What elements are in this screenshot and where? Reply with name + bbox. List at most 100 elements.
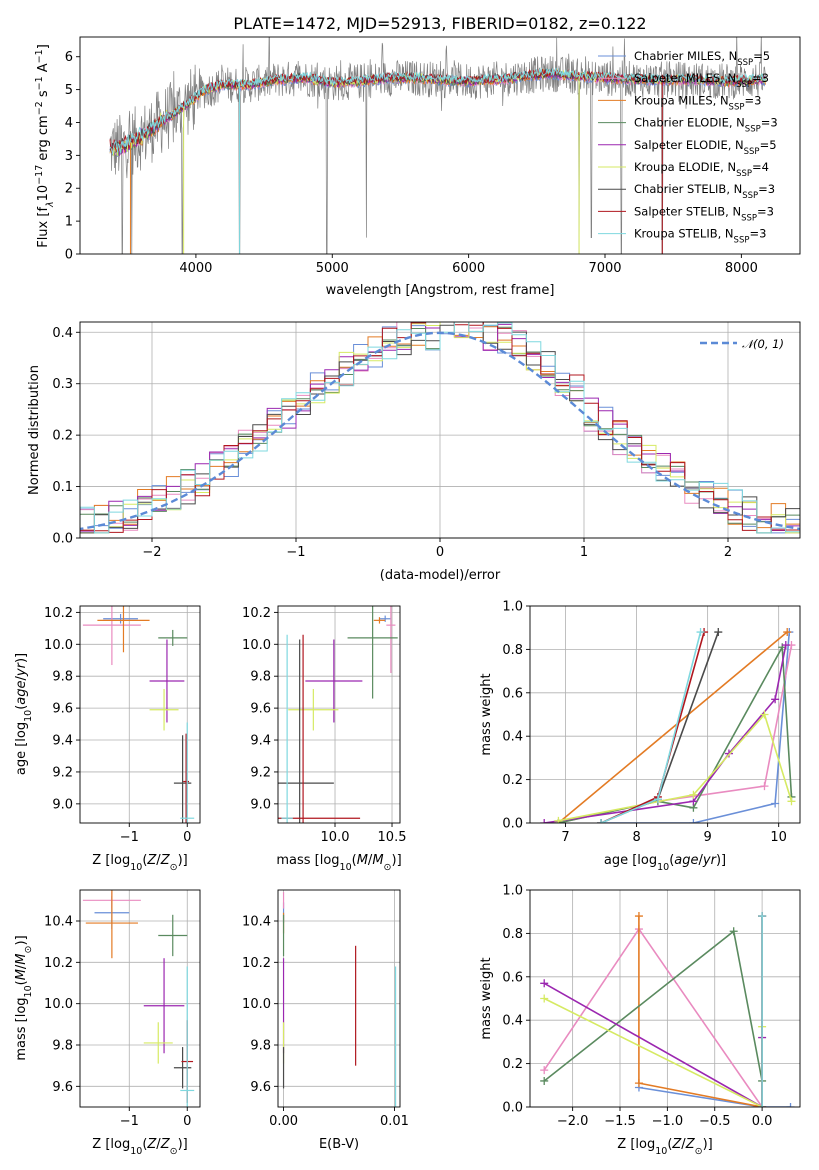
label-part: Z [log [92, 1137, 130, 1152]
y-tick-label: 4 [65, 116, 73, 131]
label-part: )] [178, 1137, 188, 1152]
y-tick-label: 10.2 [242, 606, 271, 621]
y-axis-label: Normed distribution [27, 365, 42, 495]
label-part: )] [14, 935, 29, 945]
weight-marker [781, 641, 790, 650]
mass-vs-ebv-plot: 0.00 0.01 9.6 9.8 10.0 10.2 10.4 E(B-V) [242, 889, 409, 1152]
weight-line [557, 631, 788, 823]
axes-frame [529, 889, 801, 1108]
label-part: ( [142, 853, 147, 868]
label-part: / [681, 1137, 686, 1152]
x-tick-label: 6000 [452, 261, 485, 276]
label-part: age [674, 853, 698, 868]
x-tick-label: 0.01 [380, 1114, 409, 1129]
y-tick-label: 9.4 [250, 734, 271, 749]
label-part: −1 [34, 76, 45, 90]
label-part: M [357, 853, 368, 868]
label-part: mass [log [276, 853, 339, 868]
label-part: λ [45, 201, 56, 208]
weight-marker [771, 799, 780, 808]
x-tick-label: −2 [142, 545, 161, 560]
x-tick-label: −1 [120, 1114, 139, 1129]
legend-sub: SSP [745, 125, 761, 135]
label-part: ⊙ [695, 1146, 703, 1157]
x-tick-label: 1 [580, 545, 588, 560]
x-tick-label: 9 [703, 830, 711, 845]
y-tick-label: 9.8 [52, 670, 73, 685]
legend-count: =5 [760, 138, 777, 152]
x-tick-label: 0 [183, 830, 191, 845]
residual-histogram-step [80, 322, 800, 534]
label-part: ( [14, 705, 29, 710]
x-axis-label: Z [log10(Z/Z⊙)] [617, 1137, 712, 1157]
y-tick-label: 10.2 [44, 956, 73, 971]
age-vs-mass-plot: 10.0 10.5 9.0 9.2 9.4 9.6 9.8 10.0 10.2 mass [log… [242, 605, 407, 873]
x-tick-label: −1 [120, 830, 139, 845]
weight-line [558, 712, 793, 822]
label-part: s [36, 90, 51, 101]
legend-name: Salpeter ELODIE, N [634, 138, 744, 152]
legend-count: =3 [757, 204, 774, 218]
legend-entry: Kroupa STELIB, NSSP=3 [634, 227, 766, 246]
label-part: ⊙ [23, 945, 34, 953]
y-axis-label: mass [log10(M/M⊙)] [14, 935, 34, 1060]
label-part: M [372, 853, 383, 868]
label-part: ⊙ [170, 862, 178, 873]
legend-sub: SSP [744, 147, 760, 157]
axes-frame [79, 605, 201, 824]
label-part: yr [14, 661, 29, 677]
label-part: M [14, 953, 29, 964]
y-tick-label: 9.0 [52, 797, 73, 812]
y-tick-label: 10.0 [44, 638, 73, 653]
legend-sub: SSP [742, 191, 758, 201]
label-part: E(B-V) [319, 1137, 359, 1152]
y-tick-label: 0.0 [502, 817, 523, 832]
label-part: / [368, 853, 373, 868]
legend-sub: SSP [729, 102, 745, 112]
weight-line [600, 631, 705, 823]
y-tick-label: 10.4 [44, 915, 73, 930]
x-axis-label: Z [log10(Z/Z⊙)] [92, 1137, 187, 1157]
label-part: −2 [34, 101, 45, 115]
legend-entry: Salpeter MILES, NSSP=3 [634, 71, 769, 90]
y-tick-label: 0.6 [502, 686, 523, 701]
legend-count: =4 [752, 160, 769, 174]
label-part: −17 [34, 165, 45, 185]
weight-marker [554, 816, 563, 823]
mass-vs-metallicity-plot: −1 09.69.810.010.210.4Z [log10(Z/Z⊙)]mass… [14, 889, 201, 1157]
y-tick-label: 0.2 [52, 429, 73, 444]
label-part: 10 [130, 862, 142, 873]
label-part: ⊙ [170, 1146, 178, 1157]
y-tick-label: 0 [65, 248, 73, 263]
label-part: ] [36, 44, 51, 49]
x-axis-label: (data-model)/error [380, 568, 501, 583]
x-tick-label: −1 [286, 545, 305, 560]
plot-area [540, 912, 795, 1107]
y-tick-label: 5 [65, 83, 73, 98]
plot-area [82, 890, 195, 1107]
plot-area [282, 892, 397, 1107]
label-part: 10 [657, 862, 669, 873]
y-tick-label: 10.2 [242, 956, 271, 971]
x-tick-label: 0 [436, 545, 444, 560]
weight-marker [758, 912, 767, 921]
plot-area [540, 628, 796, 823]
x-tick-label: 10.0 [321, 830, 350, 845]
weight-marker [689, 819, 698, 823]
y-tick-label: 0.8 [502, 643, 523, 658]
label-part: / [156, 853, 161, 868]
y-axis-label: mass weight [479, 673, 494, 755]
y-tick-label: 9.8 [52, 1039, 73, 1054]
x-tick-label: 10 [770, 830, 787, 845]
legend-entry: Salpeter STELIB, NSSP=3 [634, 204, 774, 223]
x-axis-label: wavelength [Angstrom, rest frame] [326, 283, 555, 298]
label-part: / [14, 964, 29, 969]
weight-marker [540, 979, 549, 988]
y-tick-label: 9.6 [250, 1080, 271, 1095]
x-tick-label: 0.00 [269, 1114, 298, 1129]
y-tick-label: 0.4 [502, 730, 523, 745]
x-tick-label: 10.5 [378, 830, 407, 845]
label-part: Z [146, 853, 157, 868]
y-tick-label: 9.2 [250, 765, 271, 780]
label-part: −1 [34, 49, 45, 63]
